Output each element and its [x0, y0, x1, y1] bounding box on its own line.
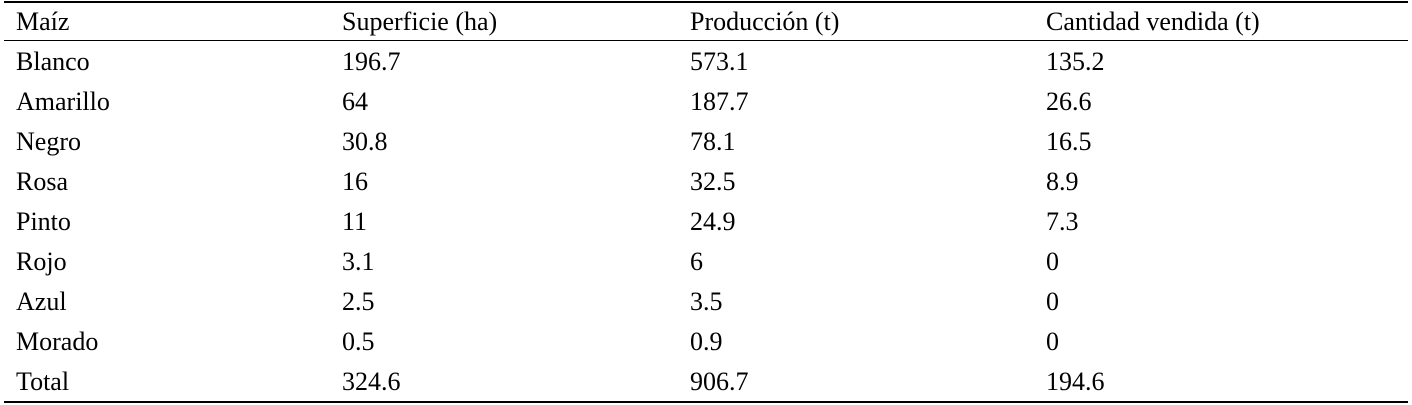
cell-value: 26.6: [1046, 87, 1092, 116]
row-label: Azul: [16, 287, 67, 316]
cell-value: 7.3: [1046, 207, 1079, 236]
cell-value: 16: [342, 167, 368, 196]
top-rule: [4, 1, 1408, 3]
cell-value: 11: [342, 207, 368, 236]
cell-value: 64: [342, 87, 368, 116]
row-label: Blanco: [16, 47, 90, 76]
cell-value: 8.9: [1046, 167, 1079, 196]
row-label: Pinto: [16, 207, 71, 236]
row-label: Morado: [16, 327, 99, 356]
cell-value: 196.7: [342, 47, 401, 76]
cell-value: 573.1: [690, 47, 749, 76]
cell-value: 32.5: [690, 167, 736, 196]
cell-value: 0: [1046, 287, 1059, 316]
cell-value: 0.5: [342, 327, 375, 356]
cell-value: 194.6: [1046, 367, 1105, 396]
cell-value: 30.8: [342, 127, 388, 156]
header-cell: Cantidad vendida (t): [1046, 7, 1260, 36]
row-label: Rosa: [16, 167, 68, 196]
header-cell: Superficie (ha): [342, 7, 498, 36]
cell-value: 6: [690, 247, 703, 276]
row-label: Total: [16, 367, 70, 396]
row-label: Amarillo: [16, 87, 110, 116]
cell-value: 324.6: [342, 367, 401, 396]
row-label: Rojo: [16, 247, 67, 276]
cell-value: 187.7: [690, 87, 749, 116]
cell-value: 0: [1046, 247, 1059, 276]
cell-value: 0.9: [690, 327, 723, 356]
cell-value: 78.1: [690, 127, 736, 156]
cell-value: 0: [1046, 327, 1059, 356]
row-label: Negro: [16, 127, 81, 156]
cell-value: 16.5: [1046, 127, 1092, 156]
header-cell: Maíz: [16, 7, 70, 36]
cell-value: 3.1: [342, 247, 375, 276]
header-cell: Producción (t): [690, 7, 840, 36]
cell-value: 135.2: [1046, 47, 1105, 76]
cell-value: 906.7: [690, 367, 749, 396]
bottom-rule: [4, 401, 1408, 403]
cell-value: 2.5: [342, 287, 375, 316]
cell-value: 24.9: [690, 207, 736, 236]
header-rule: [4, 40, 1408, 41]
cell-value: 3.5: [690, 287, 723, 316]
